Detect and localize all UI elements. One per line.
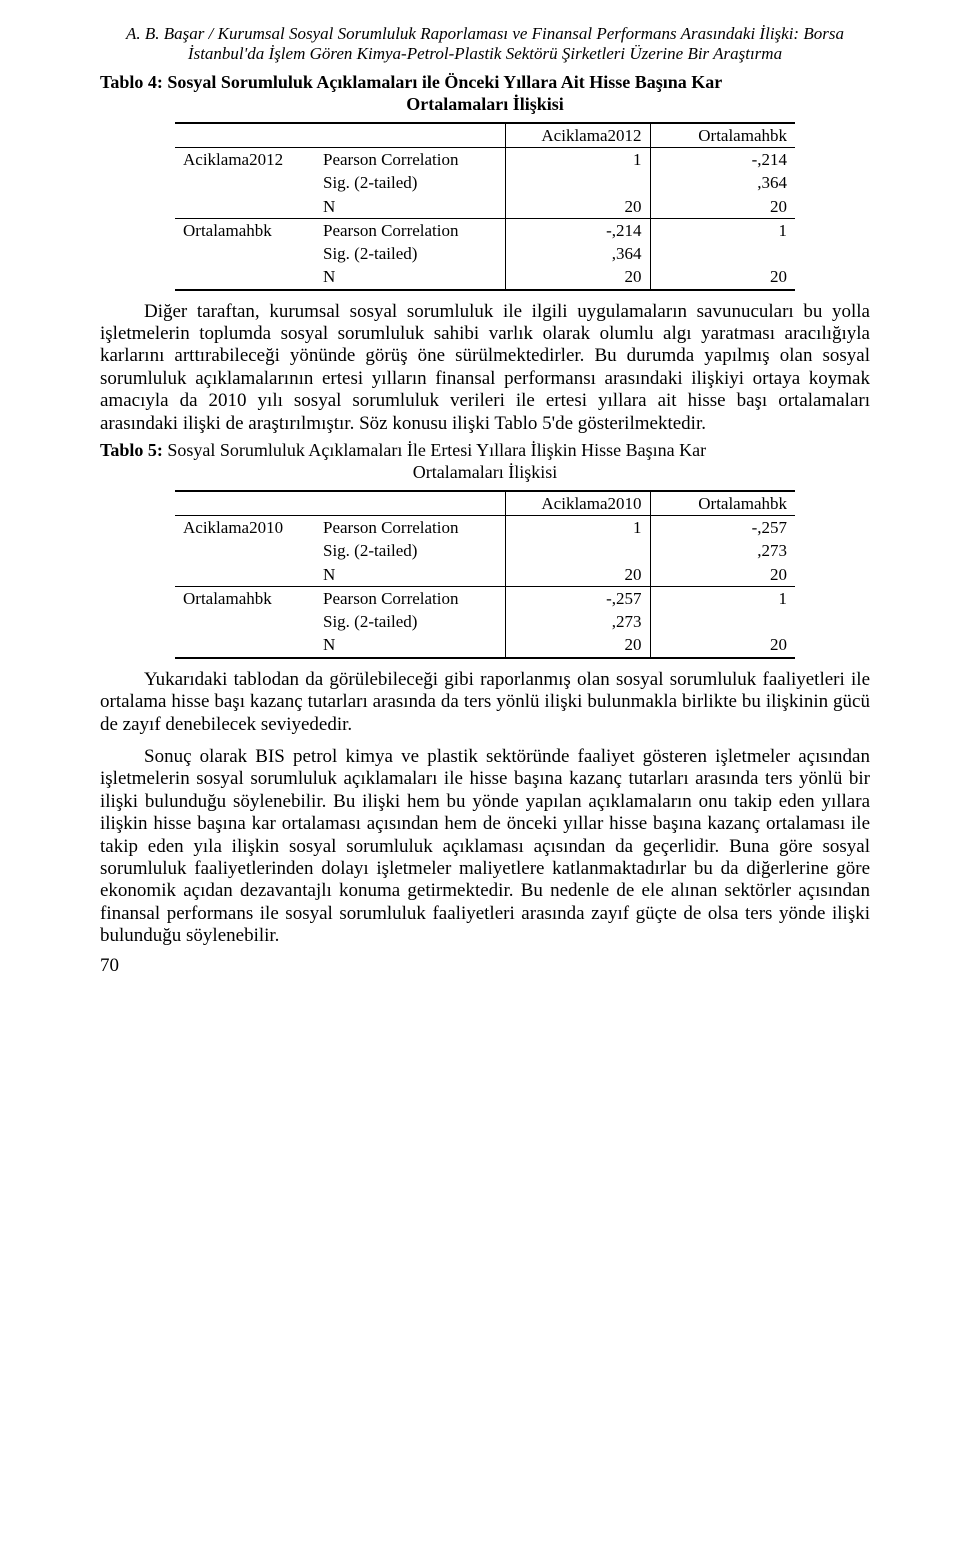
row-stat: Pearson Correlation <box>315 148 505 172</box>
cell: -,257 <box>505 586 650 610</box>
cell: ,364 <box>650 171 795 194</box>
table4-title-line1: Tablo 4: Sosyal Sorumluluk Açıklamaları … <box>100 72 722 92</box>
table4-title: Tablo 4: Sosyal Sorumluluk Açıklamaları … <box>100 71 870 116</box>
row-stat: Sig. (2-tailed) <box>315 539 505 562</box>
table-row: Sig. (2-tailed) ,364 <box>175 242 795 265</box>
table-row: N 20 20 <box>175 265 795 289</box>
cell: 20 <box>650 195 795 219</box>
row-var <box>175 633 315 657</box>
running-header-line1: A. B. Başar / Kurumsal Sosyal Sorumluluk… <box>100 24 870 44</box>
table5-col-empty1 <box>175 491 315 516</box>
row-var: Ortalamahbk <box>175 586 315 610</box>
cell: 20 <box>650 265 795 289</box>
table4-header-row: Aciklama2012 Ortalamahbk <box>175 123 795 148</box>
row-stat: N <box>315 563 505 587</box>
table-row: Aciklama2012 Pearson Correlation 1 -,214 <box>175 148 795 172</box>
cell: 20 <box>505 195 650 219</box>
cell <box>505 171 650 194</box>
table-row: N 20 20 <box>175 633 795 657</box>
row-stat: Sig. (2-tailed) <box>315 610 505 633</box>
row-stat: Pearson Correlation <box>315 218 505 242</box>
table5-header-row: Aciklama2010 Ortalamahbk <box>175 491 795 516</box>
row-var <box>175 610 315 633</box>
paragraph-1: Diğer taraftan, kurumsal sosyal sorumlul… <box>100 301 870 435</box>
table4-col-ortalamahbk: Ortalamahbk <box>650 123 795 148</box>
table-row: Sig. (2-tailed) ,273 <box>175 539 795 562</box>
table4-col-empty2 <box>315 123 505 148</box>
cell: 1 <box>505 516 650 540</box>
table-row: Ortalamahbk Pearson Correlation -,257 1 <box>175 586 795 610</box>
cell <box>650 610 795 633</box>
row-stat: Pearson Correlation <box>315 586 505 610</box>
row-var <box>175 171 315 194</box>
cell: 20 <box>505 563 650 587</box>
cell: 20 <box>505 265 650 289</box>
table-row: Aciklama2010 Pearson Correlation 1 -,257 <box>175 516 795 540</box>
cell: -,257 <box>650 516 795 540</box>
row-stat: N <box>315 633 505 657</box>
cell: 1 <box>650 586 795 610</box>
table5-title-rest: Sosyal Sorumluluk Açıklamaları İle Ertes… <box>163 440 706 460</box>
cell: -,214 <box>650 148 795 172</box>
paragraph-3: Sonuç olarak BIS petrol kimya ve plastik… <box>100 746 870 948</box>
row-stat: Pearson Correlation <box>315 516 505 540</box>
cell: 20 <box>650 563 795 587</box>
row-var <box>175 265 315 289</box>
cell: 1 <box>650 218 795 242</box>
table-row: N 20 20 <box>175 563 795 587</box>
row-stat: Sig. (2-tailed) <box>315 242 505 265</box>
cell: ,273 <box>650 539 795 562</box>
row-var <box>175 563 315 587</box>
running-header-line2: İstanbul'da İşlem Gören Kimya-Petrol-Pla… <box>100 44 870 64</box>
cell: 20 <box>505 633 650 657</box>
cell: ,273 <box>505 610 650 633</box>
row-var: Aciklama2010 <box>175 516 315 540</box>
row-var <box>175 242 315 265</box>
cell: ,364 <box>505 242 650 265</box>
table-row: Sig. (2-tailed) ,364 <box>175 171 795 194</box>
cell: 1 <box>505 148 650 172</box>
cell <box>650 242 795 265</box>
cell: -,214 <box>505 218 650 242</box>
cell <box>505 539 650 562</box>
table5-title-label: Tablo 5: <box>100 440 163 460</box>
row-var: Ortalamahbk <box>175 218 315 242</box>
table4-col-aciklama: Aciklama2012 <box>505 123 650 148</box>
table4: Aciklama2012 Ortalamahbk Aciklama2012 Pe… <box>175 122 795 291</box>
table5-title-line2: Ortalamaları İlişkisi <box>100 461 870 484</box>
table-row: Ortalamahbk Pearson Correlation -,214 1 <box>175 218 795 242</box>
table4-col-empty1 <box>175 123 315 148</box>
table5: Aciklama2010 Ortalamahbk Aciklama2010 Pe… <box>175 490 795 659</box>
table4-title-line2: Ortalamaları İlişkisi <box>100 93 870 116</box>
row-stat: Sig. (2-tailed) <box>315 171 505 194</box>
table5-title: Tablo 5: Sosyal Sorumluluk Açıklamaları … <box>100 439 870 484</box>
table5-col-ortalamahbk: Ortalamahbk <box>650 491 795 516</box>
page-number: 70 <box>100 954 870 978</box>
table5-col-aciklama: Aciklama2010 <box>505 491 650 516</box>
row-stat: N <box>315 195 505 219</box>
cell: 20 <box>650 633 795 657</box>
table-row: N 20 20 <box>175 195 795 219</box>
row-var: Aciklama2012 <box>175 148 315 172</box>
table5-col-empty2 <box>315 491 505 516</box>
row-var <box>175 539 315 562</box>
row-var <box>175 195 315 219</box>
paragraph-2: Yukarıdaki tablodan da görülebileceği gi… <box>100 669 870 736</box>
table-row: Sig. (2-tailed) ,273 <box>175 610 795 633</box>
row-stat: N <box>315 265 505 289</box>
